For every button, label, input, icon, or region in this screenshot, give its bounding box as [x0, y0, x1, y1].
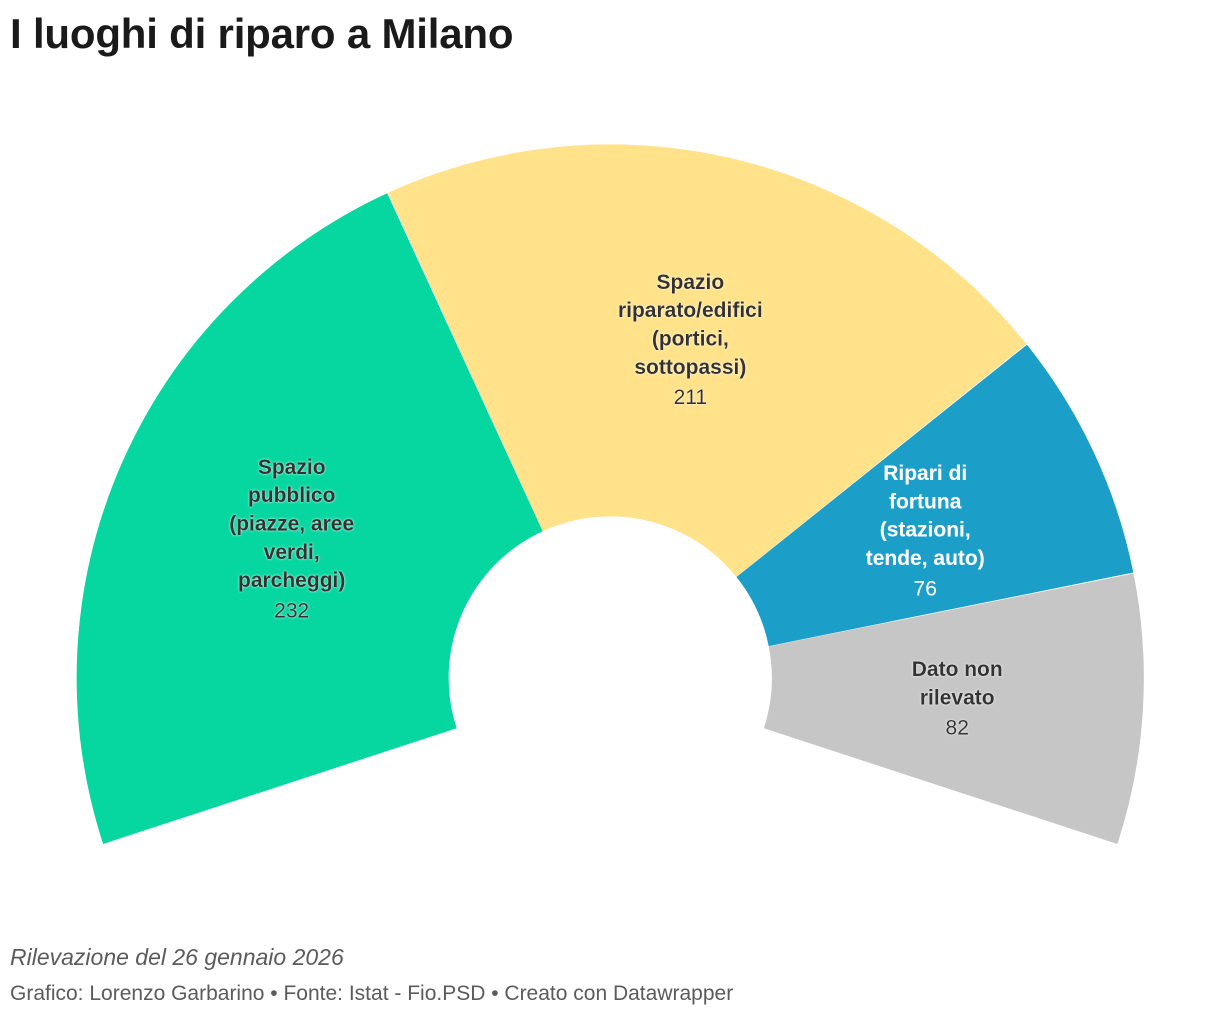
svg-text:82: 82: [946, 717, 969, 740]
svg-text:211: 211: [674, 386, 707, 409]
svg-text:232: 232: [274, 599, 309, 622]
svg-text:rilevato: rilevato: [920, 686, 995, 709]
svg-text:fortuna: fortuna: [889, 490, 962, 513]
svg-text:Spazio: Spazio: [656, 271, 724, 294]
svg-text:76: 76: [914, 577, 937, 600]
svg-text:Spazio: Spazio: [258, 456, 326, 479]
svg-text:tende, auto): tende, auto): [866, 547, 985, 570]
svg-text:pubblico: pubblico: [248, 484, 336, 507]
svg-text:Ripari di: Ripari di: [883, 462, 967, 485]
svg-text:(stazioni,: (stazioni,: [880, 519, 971, 542]
svg-text:sottopassi): sottopassi): [634, 356, 746, 379]
svg-text:verdi,: verdi,: [264, 541, 320, 564]
svg-text:(portici,: (portici,: [652, 327, 729, 350]
svg-text:(piazze, aree: (piazze, aree: [229, 512, 354, 535]
svg-text:riparato/edifici: riparato/edifici: [618, 299, 763, 322]
svg-text:Dato non: Dato non: [912, 658, 1003, 681]
svg-text:parcheggi): parcheggi): [238, 569, 345, 592]
